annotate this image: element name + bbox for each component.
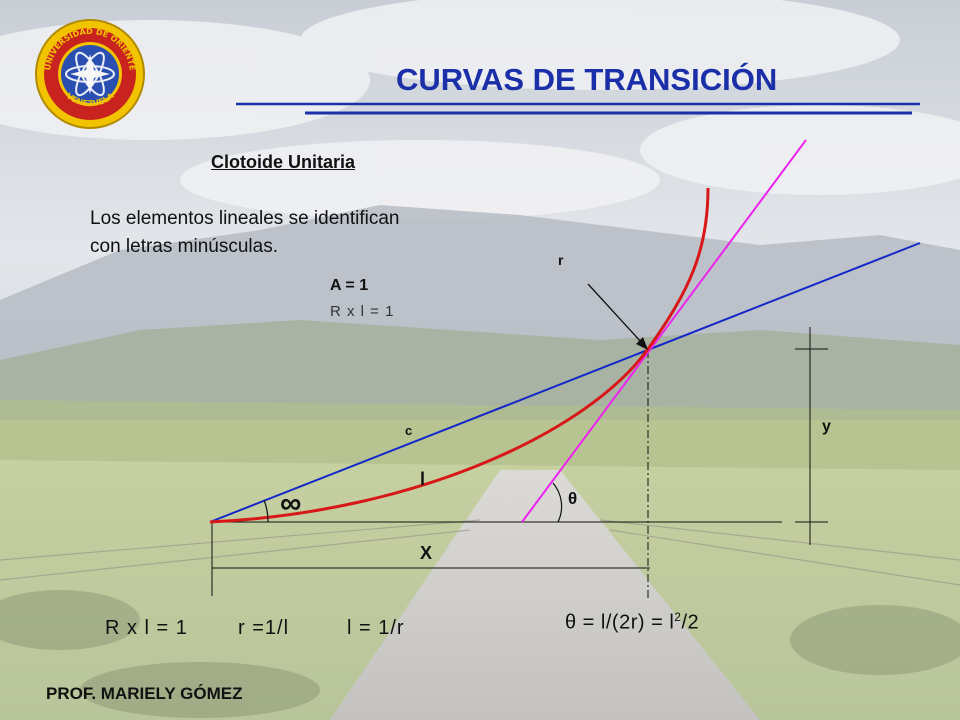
- tangent-line: [521, 139, 807, 523]
- radius-arrowhead: [636, 337, 648, 350]
- label-y: y: [822, 418, 831, 435]
- label-infinity: ∞: [280, 487, 302, 520]
- description-line-2: con letras minúsculas.: [90, 236, 278, 257]
- angle-arc-theta: [552, 482, 563, 523]
- label-l: l: [420, 469, 426, 489]
- description-line-1: Los elementos lineales se identifican: [90, 208, 400, 229]
- label-x: X: [420, 543, 433, 563]
- a-equation: A = 1: [330, 277, 369, 294]
- label-c: c: [405, 423, 413, 438]
- footer-author: PROF. MARIELY GÓMEZ: [46, 684, 243, 703]
- rxl-small-equation: R x l = 1: [330, 303, 395, 320]
- section-subtitle: Clotoide Unitaria: [211, 152, 356, 172]
- title-underline: [236, 102, 920, 115]
- label-r: r: [558, 252, 564, 268]
- formula-l: l = 1/r: [347, 617, 405, 639]
- label-theta: θ: [568, 489, 578, 508]
- university-seal-logo: UNIVERSIDAD DE ORIENTE VENEZUELA: [35, 19, 145, 129]
- chord-line-c: [209, 242, 921, 523]
- clothoid-curve: [209, 187, 710, 524]
- formula-r: r =1/l: [238, 617, 290, 639]
- angle-arc-alpha: [263, 499, 269, 523]
- formula-theta: θ = l/(2r) = l2/2: [565, 610, 700, 634]
- formula-rxl: R x l = 1: [105, 617, 188, 639]
- page-title: CURVAS DE TRANSICIÓN: [396, 62, 778, 97]
- radius-pointer-arrow: [587, 283, 643, 344]
